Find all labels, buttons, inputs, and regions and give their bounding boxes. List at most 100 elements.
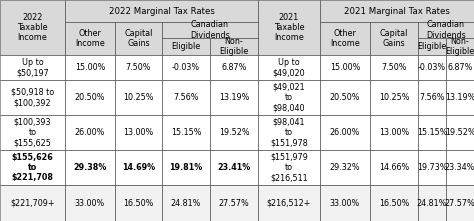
Bar [65,80,115,115]
Text: 23.34%: 23.34% [445,163,474,172]
Bar [258,55,320,80]
Bar [162,80,210,115]
Text: 26.00%: 26.00% [75,128,105,137]
Text: 7.56%: 7.56% [173,93,199,102]
Text: 23.41%: 23.41% [218,163,251,172]
Bar [210,185,258,221]
Bar [115,22,162,55]
Bar [65,115,115,150]
Bar [418,115,446,150]
Bar [115,150,162,185]
Text: -0.03%: -0.03% [418,63,446,72]
Bar [65,55,115,80]
Bar [65,80,115,115]
Bar [162,115,210,150]
Text: 2022
Taxable
Income: 2022 Taxable Income [17,13,48,42]
Bar [320,55,370,80]
Bar [65,115,115,150]
Bar [115,115,162,150]
Text: 13.00%: 13.00% [379,128,409,137]
Bar [65,185,115,221]
Text: Canadian
Dividends: Canadian Dividends [190,21,230,40]
Text: 33.00%: 33.00% [330,198,360,208]
Text: $216,512+: $216,512+ [267,198,311,208]
Bar [320,55,370,80]
Text: $155,626
to
$221,708: $155,626 to $221,708 [11,153,54,182]
Bar [162,55,210,80]
Text: 26.00%: 26.00% [330,128,360,137]
Bar [210,150,258,185]
Bar [446,38,474,55]
Bar [446,38,474,55]
Text: 19.81%: 19.81% [169,163,202,172]
Bar [258,185,320,221]
Bar [446,55,474,80]
Text: $98,041
to
$151,978: $98,041 to $151,978 [270,118,308,147]
Text: Non-
Eligible: Non- Eligible [446,37,474,56]
Bar [258,0,320,55]
Bar [210,115,258,150]
Bar [370,185,418,221]
Bar [162,80,210,115]
Bar [162,185,210,221]
Bar [258,150,320,185]
Text: 33.00%: 33.00% [75,198,105,208]
Bar [258,55,320,80]
Text: 2021 Marginal Tax Rates: 2021 Marginal Tax Rates [344,6,450,15]
Bar [320,22,370,55]
Bar [370,22,418,55]
Bar [210,38,258,55]
Bar [162,185,210,221]
Bar [320,0,474,22]
Bar [0,55,65,80]
Text: -0.03%: -0.03% [172,63,200,72]
Text: 15.15%: 15.15% [417,128,447,137]
Bar [418,150,446,185]
Text: Capital
Gains: Capital Gains [380,29,408,48]
Bar [320,80,370,115]
Text: $49,021
to
$98,040: $49,021 to $98,040 [273,83,305,112]
Text: 16.50%: 16.50% [123,198,154,208]
Bar [320,115,370,150]
Bar [0,115,65,150]
Bar [210,55,258,80]
Text: $100,393
to
$155,625: $100,393 to $155,625 [14,118,52,147]
Bar [210,55,258,80]
Bar [418,80,446,115]
Text: Non-
Eligible: Non- Eligible [219,37,249,56]
Bar [0,0,65,55]
Bar [446,115,474,150]
Bar [320,0,474,22]
Bar [446,185,474,221]
Bar [258,80,320,115]
Bar [320,80,370,115]
Bar [115,80,162,115]
Bar [370,150,418,185]
Bar [162,38,210,55]
Text: 27.57%: 27.57% [445,198,474,208]
Bar [210,185,258,221]
Bar [258,115,320,150]
Bar [115,55,162,80]
Text: $50,918 to
$100,392: $50,918 to $100,392 [11,88,54,107]
Text: Canadian
Dividends: Canadian Dividends [426,21,466,40]
Text: 6.87%: 6.87% [447,63,473,72]
Bar [210,38,258,55]
Bar [446,80,474,115]
Text: 27.57%: 27.57% [219,198,249,208]
Bar [418,55,446,80]
Bar [162,38,210,55]
Bar [65,150,115,185]
Bar [162,115,210,150]
Bar [115,150,162,185]
Text: Capital
Gains: Capital Gains [124,29,153,48]
Text: $151,979
to
$216,511: $151,979 to $216,511 [270,153,308,182]
Bar [0,185,65,221]
Bar [418,150,446,185]
Text: 10.25%: 10.25% [123,93,154,102]
Bar [115,115,162,150]
Bar [446,185,474,221]
Bar [320,22,370,55]
Text: 15.00%: 15.00% [330,63,360,72]
Bar [0,150,65,185]
